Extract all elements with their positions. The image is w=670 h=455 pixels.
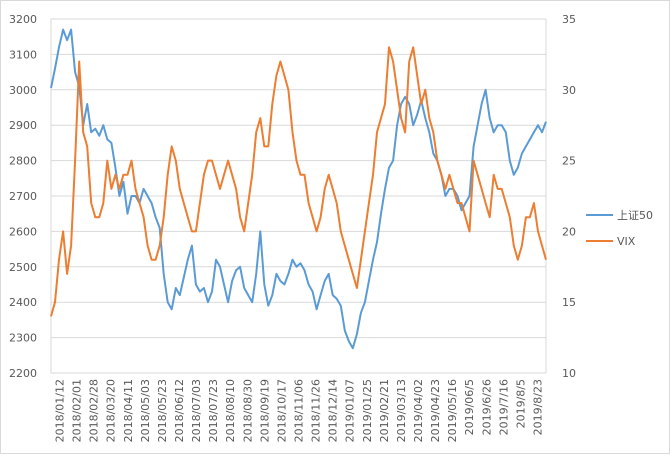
x-tick-label: 2019/02/21 bbox=[378, 379, 391, 442]
legend: 上证50 VIX bbox=[586, 209, 653, 248]
x-tick-label: 2018/05/03 bbox=[139, 379, 152, 442]
x-tick-label: 2018/07/03 bbox=[190, 379, 203, 442]
y-right-tick-label: 30 bbox=[562, 84, 576, 97]
x-tick-label: 2019/04/02 bbox=[412, 379, 425, 442]
y-right-tick-label: 20 bbox=[562, 225, 576, 238]
left-axis-labels: 2200 2300 2400 2500 2600 2700 2800 2900 3000 3100… bbox=[9, 13, 37, 380]
x-tick-label: 2018/11/06 bbox=[293, 379, 306, 442]
x-tick-label: 2018/07/23 bbox=[207, 379, 220, 442]
y-left-tick-label: 2600 bbox=[9, 225, 37, 238]
x-tick-label: 2019/05/16 bbox=[446, 379, 459, 442]
x-tick-label: 2019/7/16 bbox=[497, 379, 510, 435]
y-left-tick-label: 2500 bbox=[9, 261, 37, 274]
y-left-tick-label: 2300 bbox=[9, 332, 37, 345]
x-tick-label: 2019/6/26 bbox=[480, 379, 493, 435]
y-left-tick-label: 2200 bbox=[9, 367, 37, 380]
x-tick-label: 2018/08/30 bbox=[241, 379, 254, 442]
legend-label: VIX bbox=[617, 235, 636, 248]
series-lines bbox=[50, 28, 547, 350]
y-right-tick-label: 25 bbox=[562, 155, 576, 168]
x-tick-label: 2018/06/12 bbox=[173, 379, 186, 442]
y-right-tick-label: 15 bbox=[562, 296, 576, 309]
x-tick-label: 2019/8/5 bbox=[514, 379, 527, 428]
x-tick-label: 2019/01/25 bbox=[361, 379, 374, 442]
x-tick-label: 2018/02/01 bbox=[71, 379, 84, 442]
x-tick-label: 2018/12/14 bbox=[327, 379, 340, 442]
x-tick-label: 2019/06/5 bbox=[463, 379, 476, 435]
y-left-tick-label: 2700 bbox=[9, 190, 37, 203]
y-right-tick-label: 10 bbox=[562, 367, 576, 380]
x-tick-label: 2018/01/12 bbox=[54, 379, 67, 442]
x-tick-label: 2018/02/28 bbox=[88, 379, 101, 442]
x-axis-labels: 2018/01/12 2018/02/01 2018/02/28 2018/03/20… bbox=[54, 379, 545, 442]
x-tick-label: 2018/10/17 bbox=[275, 379, 288, 442]
x-tick-label: 2019/03/13 bbox=[395, 379, 408, 442]
x-tick-label: 2018/09/19 bbox=[258, 379, 271, 442]
x-tick-label: 2018/08/10 bbox=[224, 379, 237, 442]
right-axis-labels: 10 15 20 25 30 35 bbox=[562, 13, 576, 380]
y-left-tick-label: 2400 bbox=[9, 296, 37, 309]
y-left-tick-label: 2800 bbox=[9, 155, 37, 168]
x-tick-label: 2018/05/23 bbox=[156, 379, 169, 442]
x-tick-label: 2019/04/23 bbox=[429, 379, 442, 442]
y-left-tick-label: 2900 bbox=[9, 119, 37, 132]
y-left-tick-label: 3100 bbox=[9, 48, 37, 61]
legend-label: 上证50 bbox=[617, 209, 653, 222]
x-tick-label: 2018/04/11 bbox=[122, 379, 135, 442]
y-right-tick-label: 35 bbox=[562, 13, 576, 26]
series-line-vix bbox=[50, 46, 547, 317]
x-tick-label: 2018/11/26 bbox=[310, 379, 323, 442]
y-left-tick-label: 3200 bbox=[9, 13, 37, 26]
x-tick-label: 2018/03/20 bbox=[105, 379, 118, 442]
x-tick-label: 2019/8/23 bbox=[531, 379, 544, 435]
y-left-tick-label: 3000 bbox=[9, 84, 37, 97]
x-tick-label: 2019/01/07 bbox=[344, 379, 357, 442]
